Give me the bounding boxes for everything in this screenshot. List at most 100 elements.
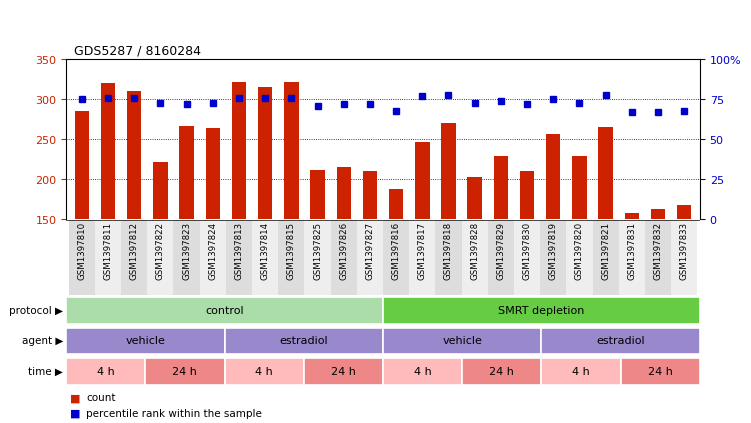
Bar — [540, 220, 566, 294]
Bar — [541, 328, 700, 354]
Text: 4 h: 4 h — [414, 366, 432, 376]
Text: estradiol: estradiol — [279, 336, 328, 346]
Text: GSM1397811: GSM1397811 — [104, 222, 113, 280]
Bar — [566, 220, 593, 294]
Bar — [520, 171, 534, 220]
Bar — [68, 220, 95, 294]
Bar — [278, 220, 304, 294]
Bar — [645, 220, 671, 294]
Bar — [101, 83, 115, 220]
Text: 4 h: 4 h — [255, 366, 273, 376]
Text: 24 h: 24 h — [173, 366, 198, 376]
Text: GSM1397818: GSM1397818 — [444, 222, 453, 280]
Text: 24 h: 24 h — [490, 366, 514, 376]
Text: GSM1397829: GSM1397829 — [496, 222, 505, 280]
Text: SMRT depletion: SMRT depletion — [498, 305, 585, 316]
Text: GSM1397820: GSM1397820 — [575, 222, 584, 280]
Text: agent ▶: agent ▶ — [22, 336, 63, 346]
Bar — [599, 127, 613, 220]
Bar — [330, 220, 357, 294]
Bar — [493, 157, 508, 220]
Text: vehicle: vehicle — [125, 336, 165, 346]
Text: GSM1397821: GSM1397821 — [601, 222, 610, 280]
Bar — [383, 220, 409, 294]
Bar — [383, 358, 463, 385]
Bar — [258, 87, 273, 220]
Bar — [677, 205, 692, 220]
Text: count: count — [86, 393, 116, 403]
Text: percentile rank within the sample: percentile rank within the sample — [86, 409, 262, 419]
Text: GSM1397815: GSM1397815 — [287, 222, 296, 280]
Bar — [310, 170, 324, 220]
Text: GSM1397831: GSM1397831 — [627, 222, 636, 280]
Bar — [467, 177, 482, 220]
Text: 4 h: 4 h — [97, 366, 115, 376]
Text: vehicle: vehicle — [442, 336, 482, 346]
Bar — [232, 82, 246, 220]
Bar — [252, 220, 278, 294]
Text: 24 h: 24 h — [648, 366, 673, 376]
Bar — [436, 220, 462, 294]
Text: GSM1397828: GSM1397828 — [470, 222, 479, 280]
Bar — [546, 134, 560, 220]
Bar — [336, 168, 351, 220]
Bar — [442, 123, 456, 220]
Text: GSM1397824: GSM1397824 — [208, 222, 217, 280]
Bar — [462, 220, 488, 294]
Bar — [147, 220, 173, 294]
Bar — [225, 358, 303, 385]
Bar — [514, 220, 540, 294]
Bar — [95, 220, 121, 294]
Bar — [200, 220, 226, 294]
Text: estradiol: estradiol — [596, 336, 645, 346]
Bar — [357, 220, 383, 294]
Text: 24 h: 24 h — [331, 366, 356, 376]
Bar — [488, 220, 514, 294]
Bar — [383, 297, 700, 324]
Bar — [651, 209, 665, 220]
Bar — [671, 220, 698, 294]
Bar — [619, 220, 645, 294]
Text: GSM1397825: GSM1397825 — [313, 222, 322, 280]
Bar — [389, 189, 403, 220]
Bar — [572, 157, 587, 220]
Bar — [66, 358, 146, 385]
Text: GDS5287 / 8160284: GDS5287 / 8160284 — [74, 44, 201, 58]
Text: ■: ■ — [70, 393, 80, 403]
Bar — [225, 328, 383, 354]
Text: GSM1397826: GSM1397826 — [339, 222, 348, 280]
Bar — [541, 358, 621, 385]
Bar — [146, 358, 225, 385]
Text: time ▶: time ▶ — [29, 366, 63, 376]
Text: GSM1397810: GSM1397810 — [77, 222, 86, 280]
Bar — [179, 126, 194, 220]
Text: protocol ▶: protocol ▶ — [9, 305, 63, 316]
Text: 4 h: 4 h — [572, 366, 590, 376]
Bar — [66, 328, 225, 354]
Text: GSM1397819: GSM1397819 — [549, 222, 558, 280]
Text: GSM1397830: GSM1397830 — [523, 222, 532, 280]
Text: control: control — [205, 305, 244, 316]
Bar — [415, 142, 430, 220]
Bar — [153, 162, 167, 220]
Text: GSM1397816: GSM1397816 — [391, 222, 400, 280]
Bar — [383, 328, 541, 354]
Bar — [304, 220, 330, 294]
Bar — [625, 213, 639, 220]
Text: GSM1397823: GSM1397823 — [182, 222, 191, 280]
Bar — [593, 220, 619, 294]
Bar — [463, 358, 541, 385]
Text: GSM1397822: GSM1397822 — [156, 222, 165, 280]
Bar — [226, 220, 252, 294]
Text: GSM1397817: GSM1397817 — [418, 222, 427, 280]
Text: GSM1397814: GSM1397814 — [261, 222, 270, 280]
Text: GSM1397832: GSM1397832 — [653, 222, 662, 280]
Text: ■: ■ — [70, 409, 80, 419]
Text: GSM1397827: GSM1397827 — [366, 222, 375, 280]
Text: GSM1397813: GSM1397813 — [234, 222, 243, 280]
Bar — [74, 111, 89, 220]
Bar — [121, 220, 147, 294]
Bar — [66, 297, 383, 324]
Bar — [173, 220, 200, 294]
Bar — [127, 91, 141, 220]
